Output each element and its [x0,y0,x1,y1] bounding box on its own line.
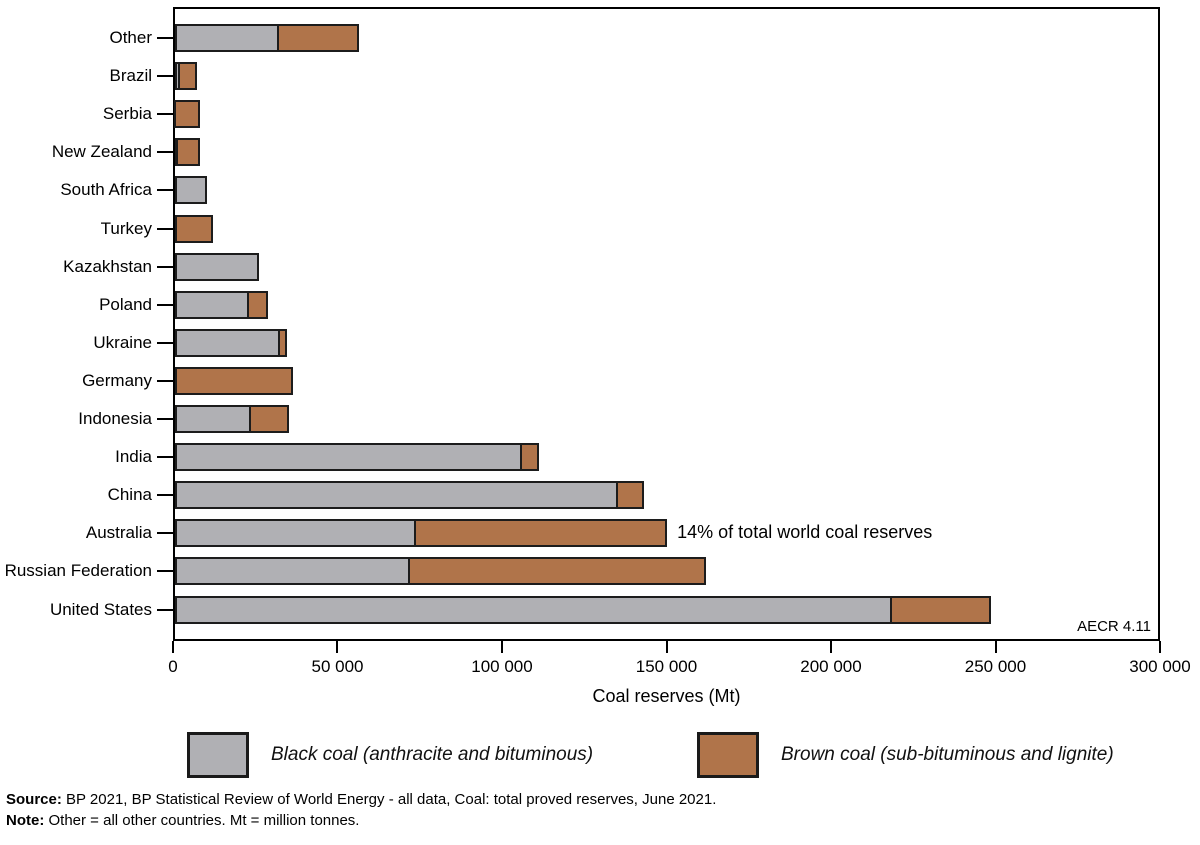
x-axis-tick [336,641,339,653]
x-axis: 0 50 000 100 000 150 000 200 000 250 000 300 0… [168,641,1191,681]
legend-swatch-black-coal [187,732,249,778]
bar-other-brown-coal [276,24,360,53]
bar-south-africa-black-coal [175,176,208,205]
category-label-russian-federation: Russian Federation [4,561,152,581]
bar-china-black-coal [175,481,618,510]
bar-other-black-coal [175,24,279,53]
y-axis-tick [157,532,173,535]
y-axis-tick [157,303,173,306]
y-axis-tick [157,379,173,382]
bar-brazil-brown-coal [177,62,197,91]
x-tick-label-0: 0 [168,657,178,676]
x-axis-tick [665,641,668,653]
bar-poland-black-coal [175,290,249,319]
category-label-united-states: United States [49,599,152,619]
y-axis-tick [157,227,173,230]
bar-ukraine-brown-coal [277,328,288,357]
x-tick-label-50-000: 50 000 [311,657,364,676]
bar-united-states-brown-coal [890,595,991,624]
source-label: Source: [6,791,62,808]
category-label-south-africa: South Africa [60,180,152,200]
x-axis-tick [1159,641,1161,653]
y-axis-tick [157,608,173,611]
bar-russian-federation-black-coal [175,557,410,586]
bar-new-zealand-brown-coal [175,138,200,167]
y-axis-tick [157,37,173,40]
source-text: BP 2021, BP Statistical Review of World … [61,791,717,808]
bar-india-brown-coal [520,443,540,472]
bar-kazakhstan-black-coal [175,252,259,281]
bar-turkey-brown-coal [174,214,213,243]
legend-item-brown-coal: Brown coal (sub-bituminous and lignite) [697,732,1114,778]
bar-china-brown-coal [615,481,645,510]
category-label-australia: Australia [85,523,152,543]
y-axis-tick [157,189,173,192]
y-axis-tick [157,151,173,154]
x-axis-title: Coal reserves (Mt) [592,686,741,706]
figure-reference-label: AECR 4.11 [1077,618,1151,635]
legend-swatch-brown-coal [697,732,759,778]
x-axis-tick [994,641,997,653]
note-text: Other = all other countries. Mt = millio… [44,812,360,829]
y-axis-tick [157,341,173,344]
bar-ukraine-black-coal [175,328,280,357]
bar-indonesia-brown-coal [248,405,290,434]
y-axis-tick [157,456,173,459]
note-label: Note: [6,812,45,829]
category-label-new-zealand: New Zealand [51,142,152,162]
category-label-india: India [115,447,152,467]
category-label-china: China [107,485,152,505]
x-axis-tick [500,641,503,653]
legend-label-black-coal: Black coal (anthracite and bituminous) [271,744,594,765]
x-tick-label-200-000: 200 000 [800,657,862,676]
plot-area: 14% of total world coal reserves AECR 4.… [173,7,1160,641]
category-label-other: Other [109,28,152,48]
legend-item-black-coal: Black coal (anthracite and bituminous) [187,732,593,778]
bar-india-black-coal [175,443,523,472]
bar-united-states-black-coal [175,595,893,624]
bars-layer [174,9,1158,639]
legend-label-brown-coal: Brown coal (sub-bituminous and lignite) [781,744,1114,765]
footnotes: Source: BP 2021, BP Statistical Review o… [6,789,716,831]
category-label-poland: Poland [99,294,152,314]
y-axis: Other Brazil Serbia New Zealand South Africa… [0,9,173,639]
category-label-germany: Germany [82,370,152,390]
category-label-ukraine: Ukraine [93,332,152,352]
x-axis-tick [172,641,174,653]
x-axis-tick [829,641,832,653]
category-label-indonesia: Indonesia [78,409,152,429]
x-tick-label-300-000: 300 000 [1129,657,1191,676]
bar-poland-brown-coal [246,290,269,319]
source-line: Source: BP 2021, BP Statistical Review o… [6,789,716,810]
annotation-australia-share: 14% of total world coal reserves [677,522,933,543]
note-line: Note: Other = all other countries. Mt = … [6,810,716,831]
bar-australia-brown-coal [414,519,668,548]
y-axis-tick [157,494,173,497]
category-label-serbia: Serbia [102,104,152,124]
x-tick-label-100-000: 100 000 [471,657,533,676]
category-label-kazakhstan: Kazakhstan [63,256,152,276]
bar-germany-brown-coal [175,366,293,395]
y-axis-tick [157,75,173,78]
bar-serbia-brown-coal [174,100,200,129]
bar-indonesia-black-coal [175,405,251,434]
x-tick-label-250-000: 250 000 [964,657,1027,676]
y-axis-tick [157,570,173,573]
bar-australia-black-coal [175,519,417,548]
bar-russian-federation-brown-coal [407,557,707,586]
category-label-brazil: Brazil [109,66,152,86]
x-tick-label-150-000: 150 000 [635,657,698,676]
category-label-turkey: Turkey [100,218,152,238]
y-axis-tick [157,113,173,116]
y-axis-tick [157,265,173,268]
y-axis-tick [157,418,173,421]
legend: Black coal (anthracite and bituminous) Br… [0,732,1200,778]
